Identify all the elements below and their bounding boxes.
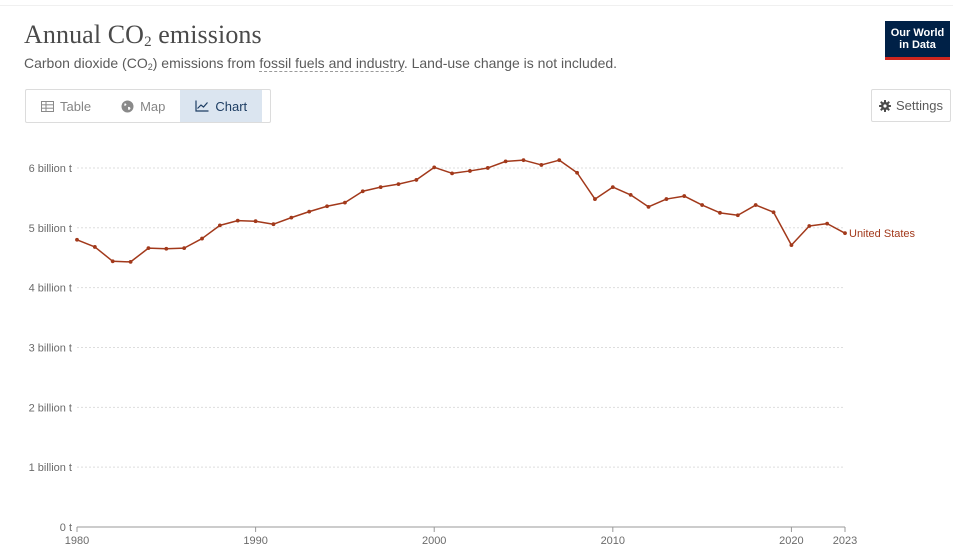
top-divider: [0, 5, 953, 6]
data-point: [539, 163, 544, 167]
chart-title: Annual CO2 emissions: [24, 20, 262, 50]
data-point: [843, 231, 847, 236]
y-tick-label: 6 billion t: [29, 163, 72, 175]
data-point: [521, 158, 526, 163]
data-point: [271, 222, 276, 227]
data-point: [450, 171, 454, 176]
x-tick-label: 2020: [779, 535, 803, 547]
data-point: [789, 243, 794, 248]
data-point: [75, 237, 79, 242]
data-point: [414, 178, 419, 182]
data-point: [378, 185, 383, 190]
data-point: [146, 246, 151, 251]
data-point: [182, 246, 187, 251]
data-point: [485, 166, 490, 170]
data-point: [700, 203, 705, 207]
y-tick-label: 0 t: [60, 522, 72, 534]
logo-line-2: in Data: [899, 39, 936, 51]
data-point: [575, 170, 579, 175]
data-point: [128, 260, 133, 264]
y-tick-label: 1 billion t: [29, 462, 72, 474]
chart-subtitle: Carbon dioxide (CO2) emissions from foss…: [24, 55, 618, 72]
x-tick-label: 2023: [833, 535, 857, 547]
data-point: [753, 203, 758, 207]
series-label: United States: [849, 228, 916, 240]
data-point: [343, 200, 347, 205]
data-point: [593, 197, 597, 201]
data-point: [289, 215, 294, 220]
series-line: [76, 159, 846, 263]
data-point: [807, 224, 812, 228]
tab-chart-label: Chart: [215, 98, 248, 114]
fossil-fuels-link[interactable]: fossil fuels and industry: [259, 55, 404, 72]
owid-logo[interactable]: Our World in Data: [885, 21, 950, 60]
data-point: [503, 159, 508, 164]
data-point: [92, 245, 97, 249]
y-tick-label: 3 billion t: [29, 342, 72, 354]
tab-map[interactable]: Map: [106, 90, 180, 122]
y-tick-label: 2 billion t: [29, 402, 72, 414]
logo-line-1: Our World: [890, 27, 945, 39]
data-point: [557, 158, 562, 163]
data-point: [468, 169, 472, 173]
data-point: [628, 192, 633, 197]
data-point: [325, 204, 329, 209]
data-point: [610, 185, 615, 190]
settings-button[interactable]: Settings: [871, 89, 951, 122]
data-point: [396, 182, 401, 187]
x-tick-label: 1990: [243, 535, 267, 547]
y-tick-label: 4 billion t: [29, 283, 72, 295]
x-tick-label: 2000: [422, 535, 446, 547]
data-point: [217, 223, 222, 228]
table-icon: [41, 100, 54, 112]
data-point: [646, 204, 651, 209]
data-point: [360, 189, 365, 194]
tab-chart[interactable]: Chart: [180, 90, 263, 122]
data-point: [432, 165, 437, 170]
tab-table-label: Table: [60, 98, 92, 114]
globe-icon: [121, 100, 134, 112]
x-tick-label: 2010: [601, 535, 625, 547]
data-point: [164, 246, 169, 251]
data-point: [682, 194, 687, 198]
settings-label: Settings: [896, 98, 943, 113]
x-tick-label: 1980: [65, 535, 89, 547]
data-point: [307, 209, 312, 214]
line-chart-icon: [195, 100, 209, 112]
view-tabs: Table Map Chart: [25, 89, 271, 123]
data-point: [771, 210, 776, 215]
data-point: [735, 213, 740, 218]
data-point: [110, 259, 115, 264]
data-point: [664, 197, 669, 201]
tab-table[interactable]: Table: [26, 90, 106, 122]
gear-icon: [879, 99, 891, 112]
data-point: [253, 219, 258, 224]
data-point: [718, 210, 722, 215]
tab-map-label: Map: [140, 98, 166, 114]
data-point: [235, 218, 240, 223]
data-point: [200, 236, 204, 241]
data-point: [825, 221, 830, 226]
y-tick-label: 5 billion t: [29, 223, 72, 235]
